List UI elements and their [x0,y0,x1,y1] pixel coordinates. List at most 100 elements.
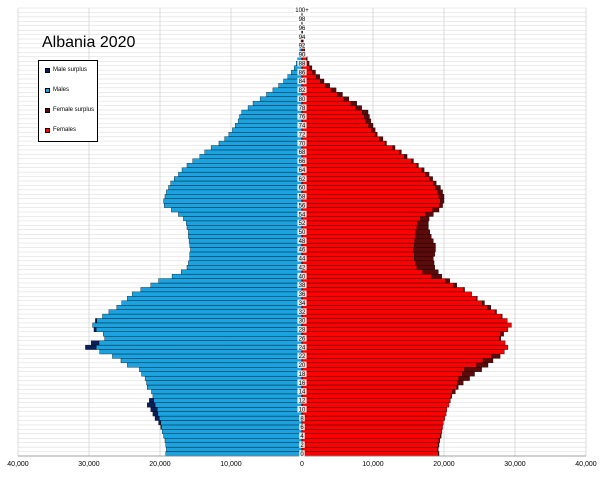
bar-female-surplus [343,96,350,102]
bar-male-surplus [149,398,154,403]
age-tick-label: 16 [299,381,306,387]
bar-male [188,260,303,266]
age-label-bg [297,334,307,342]
bar-male [151,389,303,395]
bar-female [301,185,436,191]
bar-female [301,105,357,111]
bar-female-surplus [414,251,435,257]
age-tick-label: 22 [299,354,306,360]
bar-female-surplus [364,114,370,120]
bar-male [186,225,303,230]
bar-female [301,211,426,217]
bar-female [301,415,445,421]
bar-female-surplus [435,185,441,191]
legend: Male surplus Males Female surplus Female… [38,60,98,142]
age-label-bg [297,104,307,111]
bar-female-surplus [414,242,436,248]
bar-female [301,331,501,337]
legend-label-female-surplus: Female surplus [53,107,95,113]
bar-male [99,349,303,355]
age-label-bg [297,33,307,40]
bar-female [301,100,352,106]
bar-male [95,327,303,332]
bar-male [247,105,303,111]
age-label-bg [297,308,307,315]
age-label-bg [299,450,305,457]
bar-male [146,380,303,386]
bar-female-surplus [312,69,316,75]
bar-female-surplus [453,282,457,288]
age-tick-label: 100+ [295,8,309,14]
bar-female-surplus [316,74,320,80]
x-tick-label: 10,000 [220,461,242,468]
bar-female [301,234,416,239]
age-tick-label: 70 [299,141,306,147]
bar-female-surplus [337,92,343,97]
bar-male [190,247,303,253]
age-tick-label: 44 [299,257,306,263]
bar-female [301,109,363,115]
bar-male [189,251,303,257]
bar-female-surplus [438,438,440,443]
bar-female-surplus [425,171,430,177]
age-label-bg [297,201,307,209]
age-label-bg [297,42,307,49]
age-label-bg [297,405,307,413]
age-tick-label: 12 [299,399,306,405]
age-tick-label: 2 [300,443,304,449]
bar-female [301,362,477,368]
age-tick-label: 64 [299,168,306,174]
age-label-bg [297,175,307,182]
bar-female-surplus [413,247,436,253]
bar-male [166,446,303,452]
age-tick-label: 60 [299,186,306,192]
age-tick-label: 26 [299,336,306,342]
age-label-bg [297,246,307,253]
legend-label-females: Females [53,127,77,133]
bar-male [192,158,303,164]
age-tick-label: 46 [299,248,306,254]
bar-male-surplus [85,344,97,350]
bar-male [186,265,303,270]
bar-male [170,180,303,186]
age-label-bg [299,423,305,431]
bar-female [301,411,447,417]
bar-female-surplus [404,154,408,159]
age-tick-label: 42 [299,265,306,271]
bar-female-surplus [437,446,439,452]
bar-male [98,340,303,346]
bar-female-surplus [456,384,459,390]
bar-male-surplus [147,402,156,408]
bar-male [224,136,303,142]
bar-male [156,407,303,412]
age-tick-label: 86 [299,70,306,76]
bar-female [301,158,412,164]
bar-female-surplus [368,123,374,128]
bar-female [301,305,488,310]
bar-female [301,424,443,430]
bar-female [301,278,446,284]
age-label-bg [297,326,307,333]
legend-swatch-male-surplus [45,67,50,73]
bar-male [165,442,303,448]
legend-item-male-surplus: Male surplus [45,67,87,74]
bar-male [188,229,303,235]
bar-female-surplus [482,358,494,364]
age-label-bg [297,122,307,129]
age-label-bg [297,24,307,31]
bar-male [157,411,303,417]
bar-male [235,123,303,128]
bar-male [183,216,303,222]
bar-female [301,145,394,151]
bar-male [168,185,303,191]
bar-female [301,300,483,306]
age-label-bg [297,343,307,351]
age-label-bg [297,113,307,120]
bar-male [154,402,303,408]
bar-female [301,393,452,399]
bar-male [92,322,303,328]
bar-female-surplus [476,362,489,368]
bar-female [301,96,345,102]
age-label-bg [297,237,307,244]
bar-female [301,273,433,279]
